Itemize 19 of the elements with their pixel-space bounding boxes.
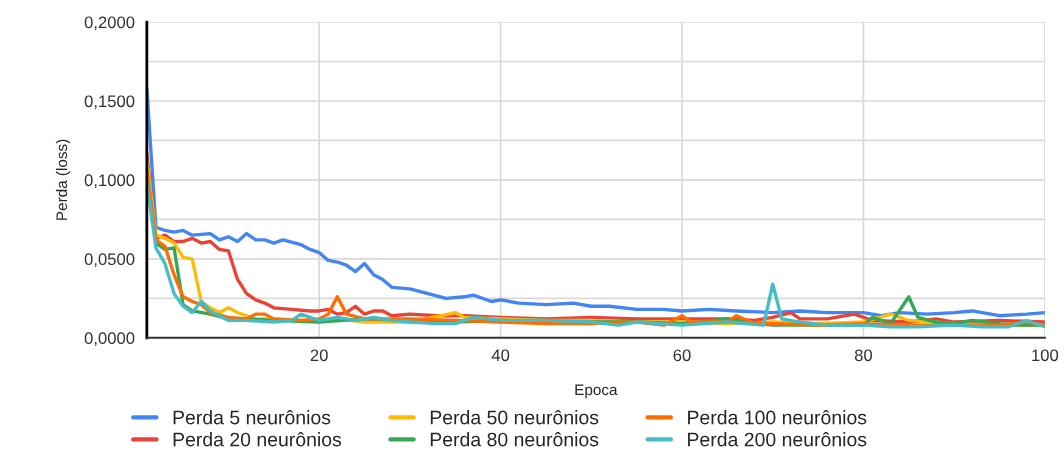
x-tick-label: 40 — [491, 349, 510, 362]
legend-label: Perda 200 neurônios — [688, 432, 867, 447]
x-tick-label: 20 — [310, 349, 328, 362]
line-series — [146, 86, 1045, 318]
legend-label: Perda 5 neurônios — [173, 410, 331, 425]
x-tick-label: 80 — [854, 349, 873, 362]
y-tick-label: 0,0000 — [84, 332, 135, 346]
y-tick-label: 0,1500 — [84, 95, 135, 110]
x-tick-label: 100 — [1032, 349, 1059, 362]
legend-label: Perda 80 neurônios — [430, 432, 599, 447]
x-tick-label: 60 — [673, 349, 691, 362]
legend-label: Perda 20 neurônios — [173, 432, 342, 447]
x-axis-title: Epoca — [575, 384, 618, 399]
y-tick-label: 0,1000 — [84, 174, 135, 189]
legend-label: Perda 100 neurônios — [688, 410, 867, 425]
y-tick-label: 0,2000 — [84, 16, 135, 31]
legend-label: Perda 50 neurônios — [430, 410, 599, 425]
y-tick-label: 0,0500 — [84, 253, 135, 268]
y-axis-title: Perda (loss) — [55, 139, 71, 220]
